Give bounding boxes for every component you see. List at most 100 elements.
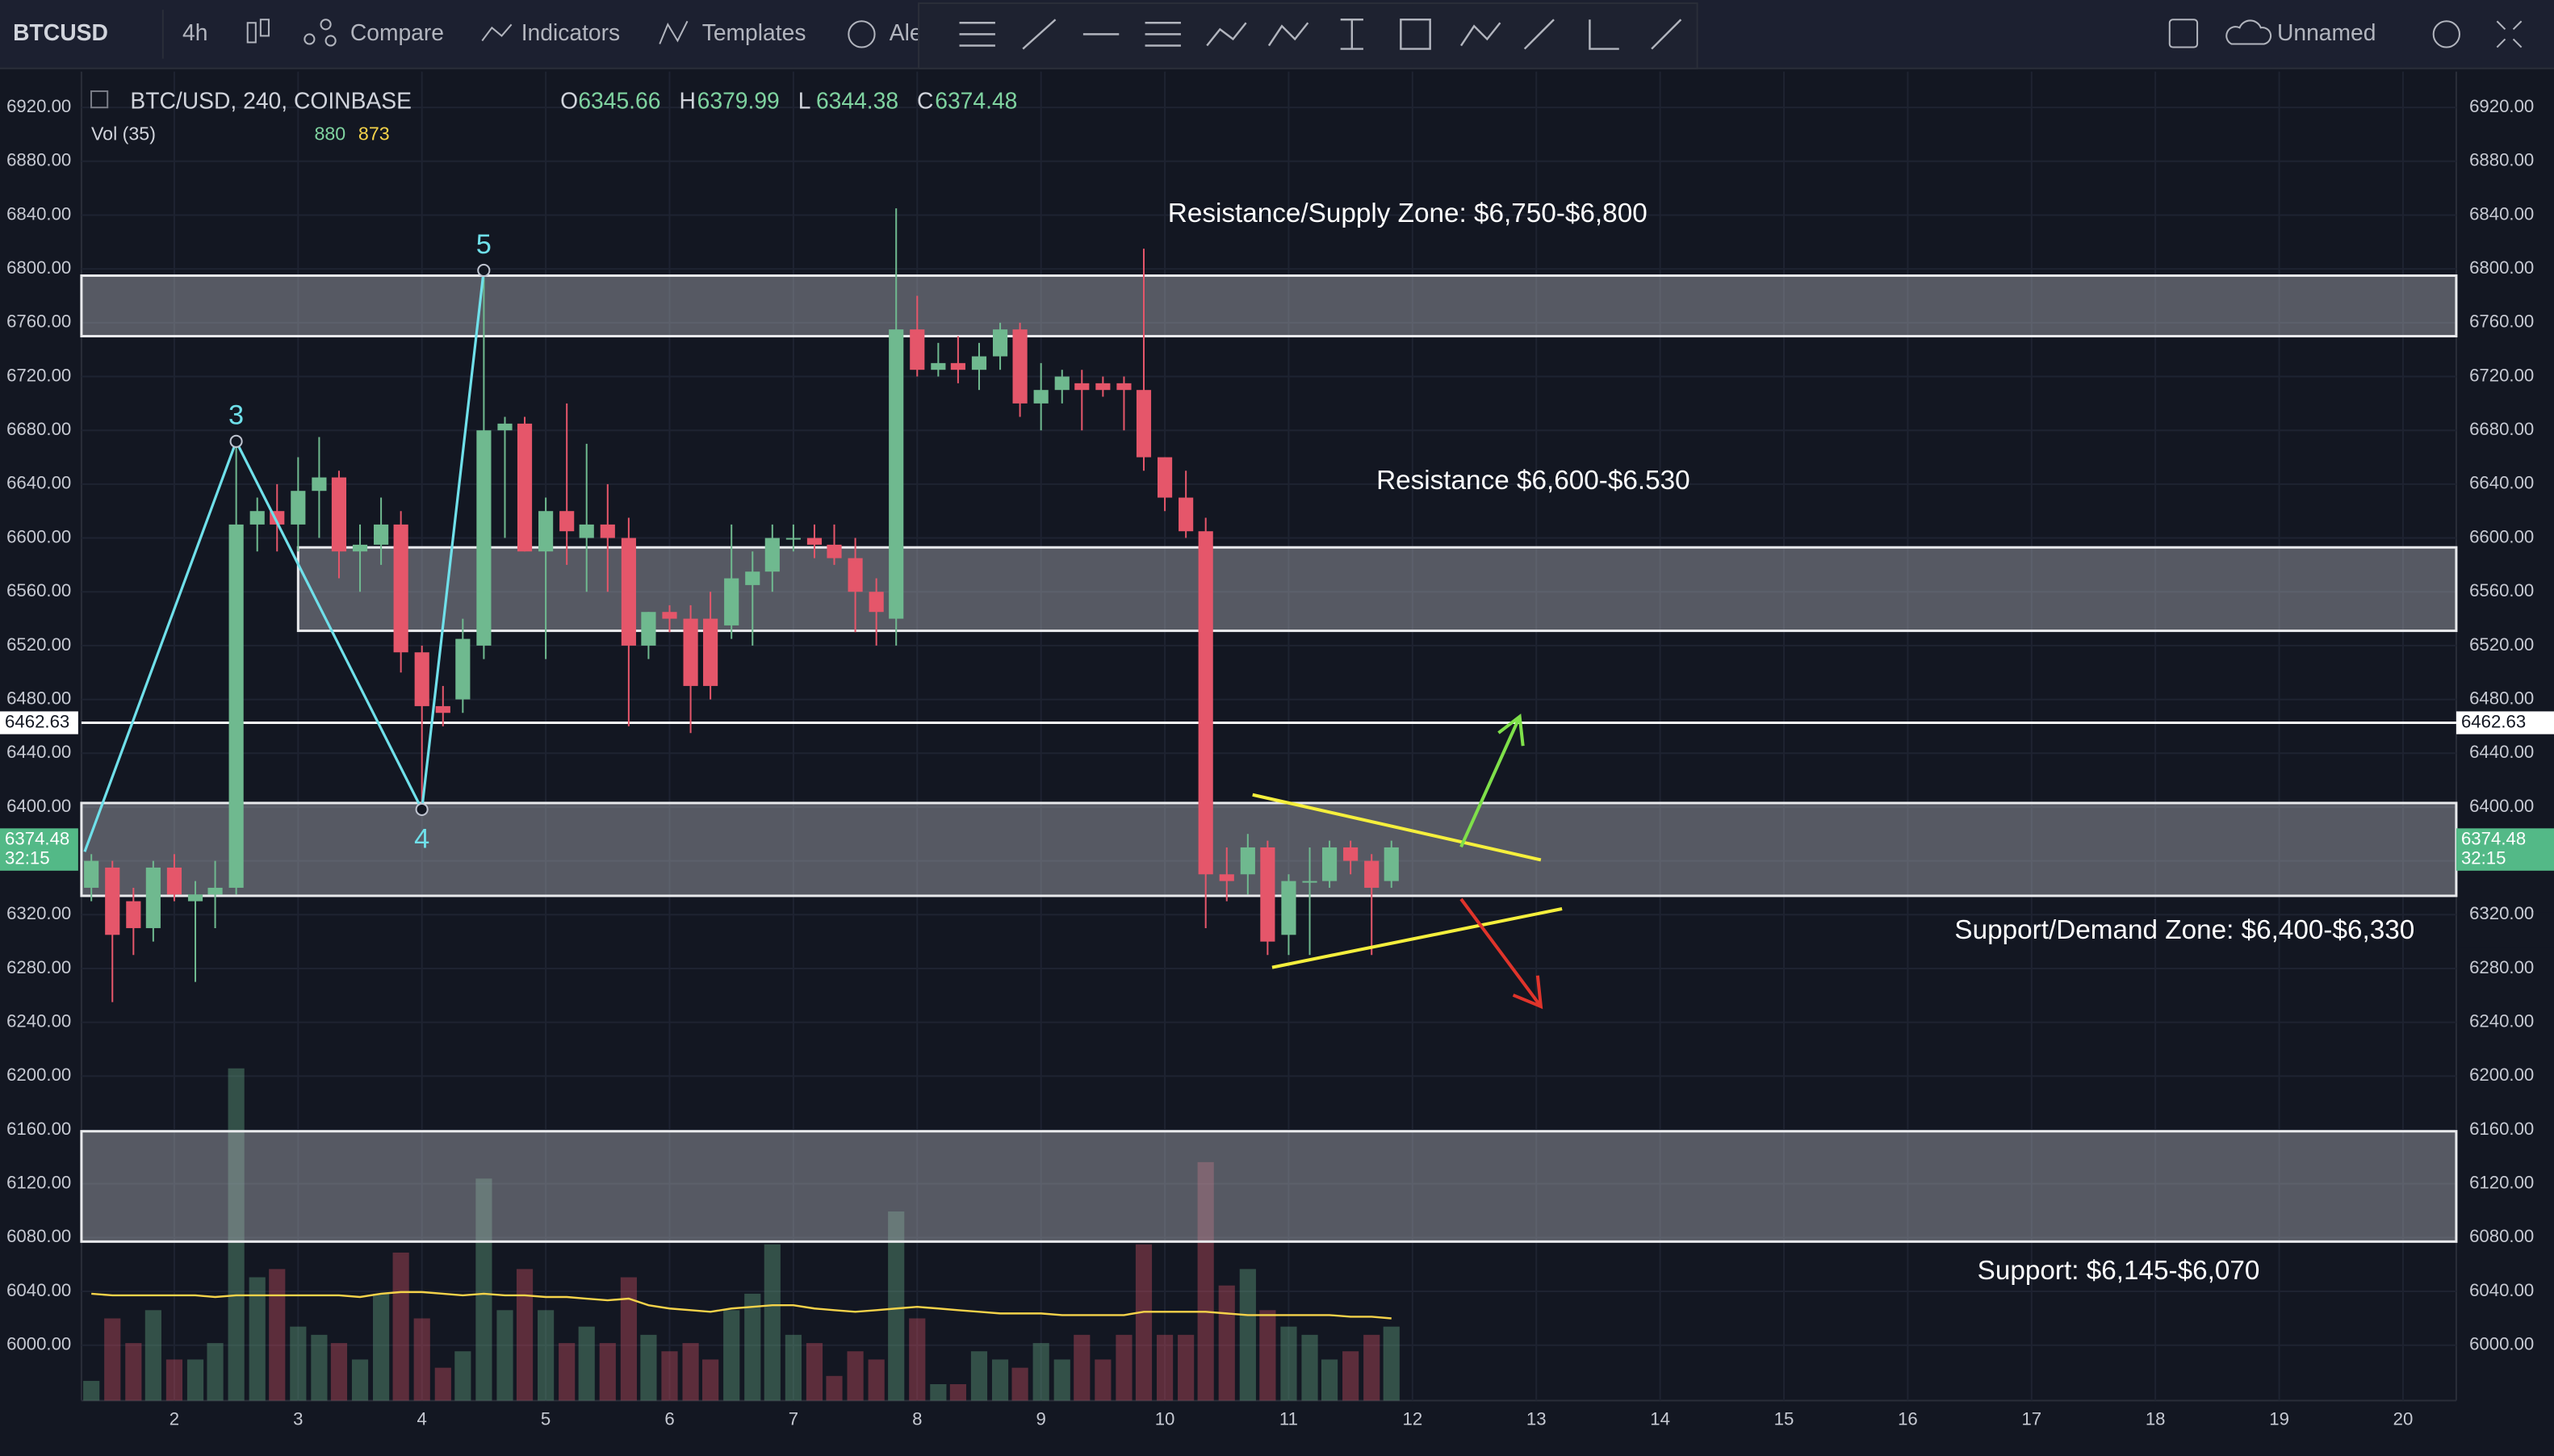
volume-bar: [970, 1351, 988, 1401]
ohlc-value: 6345.66: [578, 88, 660, 114]
candle-body: [785, 538, 801, 540]
candle-body: [84, 860, 99, 888]
volume-ma-value: 873: [358, 123, 390, 144]
y-tick-label: 6880.00: [2469, 150, 2534, 170]
y-tick-label: 6120.00: [6, 1173, 71, 1193]
last-price-label: 6374.48: [5, 828, 69, 848]
volume-bar: [909, 1318, 926, 1401]
compare-button[interactable]: Compare: [350, 19, 444, 45]
annotation: Support/Demand Zone: $6,400-$6,330: [1954, 915, 2414, 945]
volume-bar: [538, 1310, 555, 1401]
y-tick-label: 6680.00: [6, 419, 71, 439]
symbol[interactable]: BTCUSD: [13, 19, 108, 45]
y-tick-label: 6120.00: [2469, 1173, 2534, 1193]
price-tag: [0, 711, 78, 734]
candle-body: [889, 329, 904, 619]
x-tick-label: 11: [1279, 1408, 1298, 1429]
indicators-icon[interactable]: [481, 23, 513, 42]
volume-bar: [249, 1277, 266, 1401]
indicators-button[interactable]: Indicators: [521, 19, 620, 45]
volume-bar: [125, 1343, 142, 1401]
candle-body: [1074, 383, 1090, 391]
volume-value: 880: [314, 123, 345, 144]
volume-bar: [1342, 1351, 1359, 1401]
expand-button[interactable]: [2496, 20, 2523, 48]
candle-body: [1364, 860, 1380, 888]
y-tick-label: 6720.00: [6, 365, 71, 385]
volume-bar: [1383, 1326, 1400, 1401]
countdown-label: 32:15: [5, 848, 50, 868]
candle-body: [126, 901, 141, 928]
x-tick-label: 15: [1774, 1408, 1794, 1429]
y-tick-label: 6600.00: [6, 526, 71, 546]
y-tick-label: 6320.00: [2469, 903, 2534, 923]
last-price-tag: [0, 828, 78, 871]
layout-name[interactable]: Unnamed: [2277, 19, 2376, 45]
candle-body: [497, 423, 513, 431]
ohlc-value: 6344.38: [816, 88, 898, 114]
y-tick-label: 6840.00: [6, 203, 71, 224]
templates-icon[interactable]: [659, 20, 689, 44]
drawing-tools[interactable]: [959, 19, 1682, 50]
compare-icon[interactable]: [304, 19, 337, 47]
candle-body: [166, 867, 182, 895]
ohlc-key: C: [917, 88, 933, 114]
candle-body: [1033, 390, 1049, 404]
interval[interactable]: 4h: [182, 19, 207, 45]
ohlc-key: H: [679, 88, 695, 114]
volume-bar: [1095, 1359, 1112, 1401]
candle-body: [312, 477, 327, 492]
volume-bar: [1135, 1244, 1153, 1401]
volume-bar: [373, 1293, 390, 1401]
candle-body: [1095, 383, 1111, 391]
triangle-line: [1252, 793, 1542, 862]
alert-button[interactable]: Ale: [890, 19, 923, 45]
candle-body: [1302, 881, 1317, 883]
volume-bar: [104, 1318, 121, 1401]
y-tick-label: 6640.00: [2469, 473, 2534, 493]
y-tick-label: 6440.00: [6, 742, 71, 762]
volume-bar: [311, 1334, 328, 1401]
templates-button[interactable]: Templates: [702, 19, 806, 45]
volume-bar: [186, 1359, 204, 1401]
y-tick-label: 6080.00: [6, 1226, 71, 1246]
volume-bar: [949, 1383, 966, 1401]
x-tick-label: 16: [1898, 1408, 1918, 1429]
candle-body: [207, 887, 223, 895]
price-tag-label: 6462.63: [2461, 711, 2526, 731]
candle-icon[interactable]: [246, 19, 270, 44]
x-tick-label: 18: [2146, 1408, 2166, 1429]
volume-bar: [826, 1375, 843, 1401]
x-tick-label: 9: [1036, 1408, 1045, 1429]
candle-body: [228, 524, 244, 888]
volume-bar: [785, 1334, 802, 1401]
volume-bar: [1178, 1334, 1195, 1401]
y-tick-label: 6520.00: [6, 634, 71, 655]
y-tick-label: 6920.00: [6, 96, 71, 116]
volume-bar: [454, 1351, 471, 1401]
settings-button[interactable]: [2432, 20, 2460, 48]
collapse-icon[interactable]: [90, 90, 109, 109]
wave-point: [477, 263, 491, 278]
volume-bar: [1218, 1285, 1235, 1401]
x-tick-label: 2: [170, 1408, 179, 1429]
candle-body: [662, 612, 677, 619]
legend-title: BTC/USD, 240, COINBASE: [130, 88, 412, 114]
cloud-icon[interactable]: [2225, 19, 2272, 45]
wave-label: 4: [414, 823, 429, 854]
volume-bar: [434, 1367, 451, 1401]
volume-bar: [290, 1326, 307, 1401]
volume-bar: [1011, 1367, 1028, 1401]
volume-bar: [207, 1343, 224, 1401]
fullscreen-toggle[interactable]: [2168, 19, 2199, 48]
y-tick-label: 6520.00: [2469, 634, 2534, 655]
y-tick-label: 6480.00: [2469, 688, 2534, 708]
x-tick-label: 12: [1403, 1408, 1423, 1429]
x-tick-label: 6: [664, 1408, 674, 1429]
volume-bar: [702, 1359, 719, 1401]
last-price-label: 6374.48: [2461, 828, 2526, 848]
y-tick-label: 6760.00: [2469, 312, 2534, 332]
alert-icon[interactable]: [848, 20, 876, 48]
